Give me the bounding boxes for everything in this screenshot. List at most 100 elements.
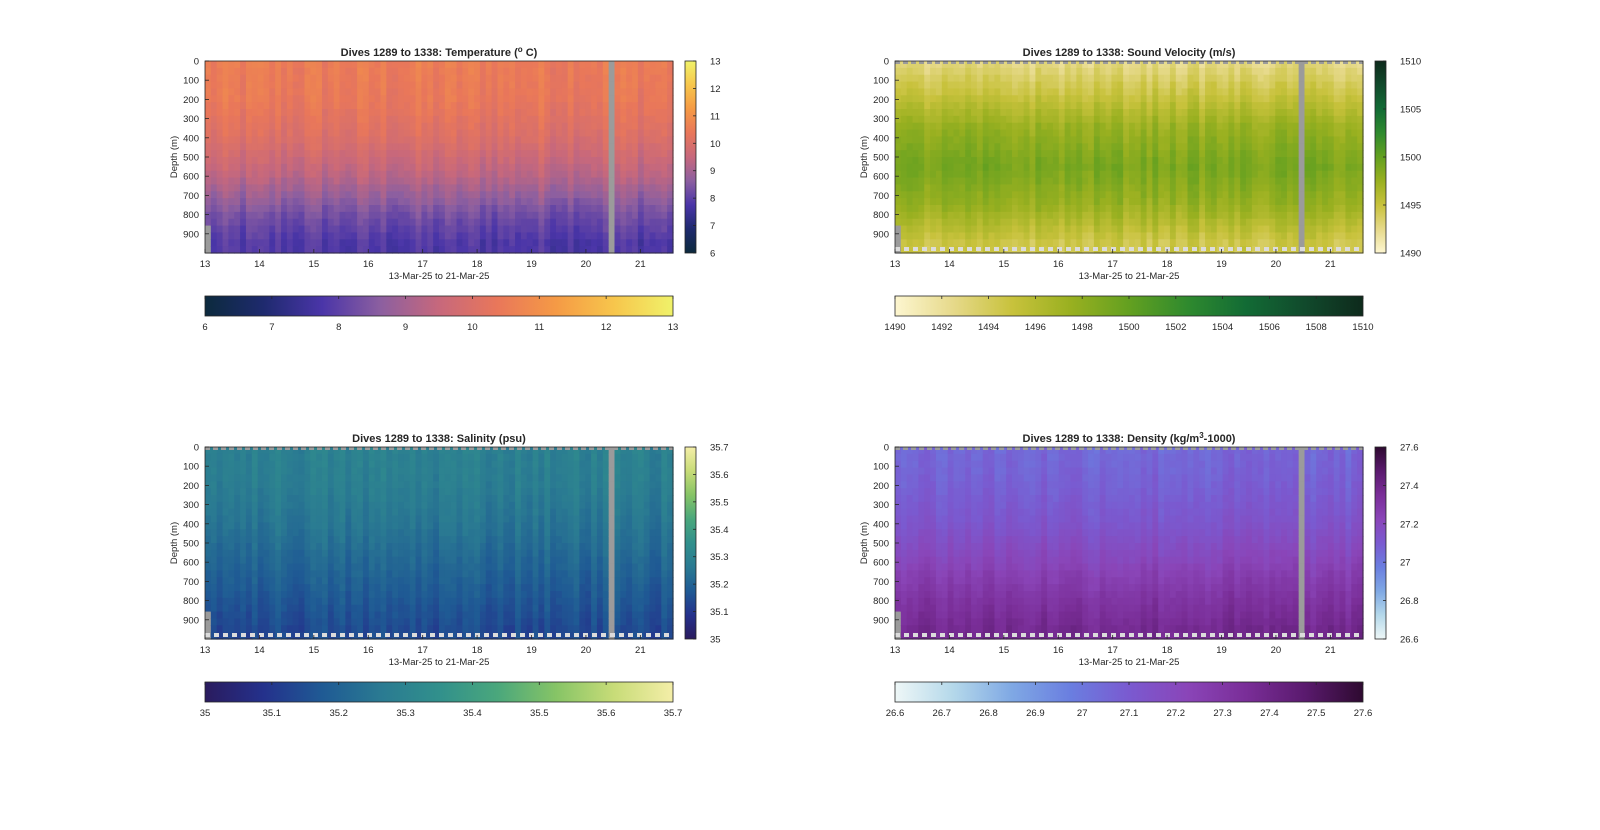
heatmap-cell xyxy=(503,225,510,234)
heatmap-cell xyxy=(912,163,919,172)
heatmap-cell xyxy=(1175,157,1183,165)
heatmap-cell xyxy=(620,61,627,69)
heatmap-cell xyxy=(1345,177,1352,186)
heatmap-cell xyxy=(1070,177,1077,186)
heatmap-cell xyxy=(1216,198,1224,206)
heatmap-cell xyxy=(1123,143,1130,151)
heatmap-cell xyxy=(1093,109,1101,117)
colorbar-right-label: 12 xyxy=(710,84,721,95)
heatmap-cell xyxy=(1006,136,1013,144)
heatmap-cell xyxy=(380,218,387,227)
heatmap-cell xyxy=(345,246,352,254)
heatmap-cell xyxy=(1187,191,1194,199)
heatmap-cell xyxy=(1333,74,1341,83)
heatmap-cell xyxy=(655,191,662,199)
heatmap-cell xyxy=(1164,122,1171,131)
heatmap-cell xyxy=(649,67,657,76)
heatmap-cell xyxy=(655,115,662,124)
heatmap-cell xyxy=(491,177,499,186)
heatmap-cell xyxy=(1082,184,1089,192)
heatmap-cell xyxy=(479,163,487,172)
heatmap-cell xyxy=(1017,109,1025,117)
heatmap-cell xyxy=(1228,88,1235,96)
heatmap-cell xyxy=(245,246,253,254)
heatmap-cell xyxy=(421,198,428,206)
heatmap-cell xyxy=(234,474,241,482)
heatmap-cell xyxy=(210,591,218,599)
heatmap-cell xyxy=(409,74,417,83)
heatmap-cell xyxy=(228,150,235,158)
heatmap-cell xyxy=(1316,95,1323,103)
heatmap-cell xyxy=(222,184,229,192)
heatmap-cell xyxy=(1333,88,1341,96)
heatmap-cell xyxy=(456,61,463,69)
heatmap-cell xyxy=(900,102,908,110)
heatmap-cell xyxy=(327,129,335,138)
heatmap-cell xyxy=(573,95,580,103)
heatmap-cell xyxy=(245,611,253,620)
heatmap-cell xyxy=(649,218,657,227)
heatmap-cell xyxy=(900,163,908,172)
heatmap-cell xyxy=(1099,191,1107,199)
heatmap-cell xyxy=(1099,74,1107,83)
heatmap-cell xyxy=(444,115,452,124)
heatmap-cell xyxy=(462,74,469,83)
heatmap-cell xyxy=(234,536,241,544)
heatmap-cell xyxy=(316,246,323,254)
heatmap-cell xyxy=(286,67,294,76)
heatmap-cell xyxy=(1234,218,1241,227)
heatmap-cell xyxy=(667,136,674,144)
heatmap-cell xyxy=(245,597,253,606)
heatmap-cell xyxy=(1228,205,1235,213)
heatmap-cell xyxy=(1263,205,1270,213)
heatmap-cell xyxy=(1187,177,1194,186)
heatmap-cell xyxy=(468,150,475,158)
heatmap-cell xyxy=(1169,102,1177,110)
colorbar-right-label: 1490 xyxy=(1400,249,1421,260)
heatmap-cell xyxy=(556,157,563,165)
heatmap-cell xyxy=(947,102,955,110)
heatmap-cell xyxy=(994,198,1001,206)
heatmap-cell xyxy=(245,61,253,69)
heatmap-cell xyxy=(228,522,235,530)
heatmap-cell xyxy=(1310,61,1317,69)
heatmap-cell xyxy=(1222,246,1230,254)
heatmap-cell xyxy=(1216,74,1224,83)
heatmap-cell xyxy=(362,129,370,138)
heatmap-cell xyxy=(444,74,452,83)
heatmap-cell xyxy=(1023,205,1031,213)
heatmap-cell xyxy=(421,211,428,220)
heatmap-cell xyxy=(409,218,417,227)
heatmap-cell xyxy=(561,191,569,199)
heatmap-cell xyxy=(240,136,247,144)
heatmap-cell xyxy=(509,170,516,179)
heatmap-cell xyxy=(479,246,487,254)
heatmap-cell xyxy=(251,549,259,558)
heatmap-cell xyxy=(1052,163,1060,172)
heatmap-cell xyxy=(667,205,674,213)
heatmap-cell xyxy=(275,218,282,227)
x-tick-label: 20 xyxy=(1271,259,1282,270)
heatmap-cell xyxy=(1193,88,1200,96)
heatmap-cell xyxy=(380,88,387,96)
heatmap-cell xyxy=(1169,177,1177,186)
heatmap-cell xyxy=(632,211,639,220)
heatmap-cell xyxy=(1111,115,1118,124)
heatmap-cell xyxy=(1058,170,1066,179)
heatmap-cell xyxy=(1047,157,1054,165)
heatmap-cell xyxy=(1181,88,1189,96)
heatmap-cell xyxy=(632,95,639,103)
heatmap-cell xyxy=(1000,136,1007,144)
heatmap-cell xyxy=(269,225,276,234)
heatmap-cell xyxy=(965,198,972,206)
heatmap-cell xyxy=(1070,239,1077,247)
heatmap-cell xyxy=(1216,205,1224,213)
heatmap-cell xyxy=(509,177,516,186)
heatmap-cell xyxy=(1006,225,1013,234)
heatmap-cell xyxy=(1129,163,1136,172)
heatmap-cell xyxy=(1105,163,1113,172)
heatmap-cell xyxy=(1006,67,1013,76)
heatmap-cell xyxy=(351,150,358,158)
heatmap-cell xyxy=(906,198,914,206)
heatmap-cell xyxy=(1246,198,1253,206)
